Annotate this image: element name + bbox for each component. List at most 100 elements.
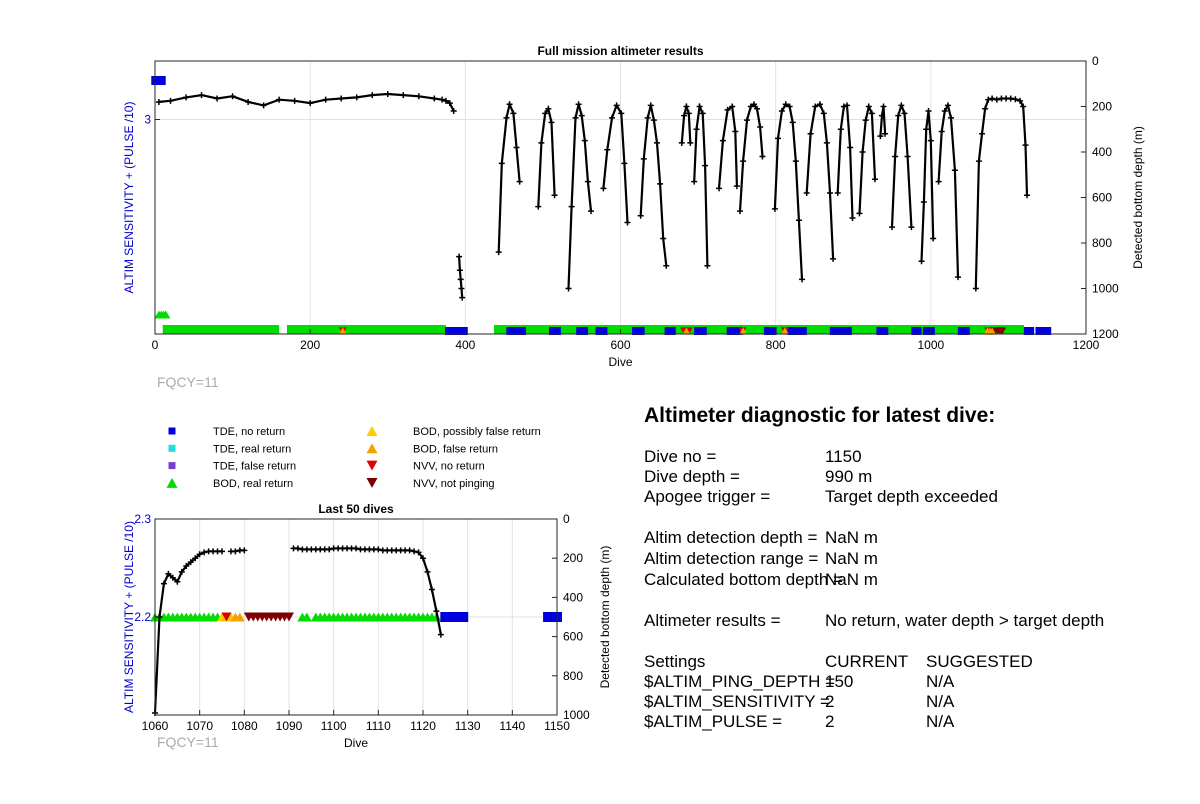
mission-depth-point: [759, 153, 766, 160]
mission-status-point: [698, 327, 707, 335]
mission-depth-point: [979, 130, 986, 137]
last50-x-label: Dive: [344, 736, 368, 750]
mission-depth-point: [792, 158, 799, 165]
mission-depth-point: [608, 114, 615, 121]
mission-depth-point: [862, 117, 869, 124]
detect-depth-value: NaN m: [825, 528, 878, 547]
mission-status-point: [552, 327, 561, 335]
setting-row: $ALTIM_PING_DEPTH = 150 N/A: [644, 672, 1184, 692]
mission-depth-line: [858, 103, 877, 214]
mission-depth-point: [908, 224, 915, 231]
mission-depth-point: [826, 189, 833, 196]
last50-status-point: [301, 612, 312, 622]
last50-x-tick-label: 1060: [142, 719, 169, 733]
last50-x-tick-label: 1120: [410, 719, 436, 733]
mission-depth-point: [578, 112, 585, 119]
mission-depth-point: [516, 178, 523, 185]
mission-status-point: [763, 327, 772, 335]
last50-y2-tick-label: 1000: [563, 708, 590, 722]
mission-depth-point: [834, 189, 841, 196]
last50-depth-point: [232, 548, 239, 555]
last50-depth-point: [415, 549, 422, 556]
last50-depth-point: [165, 570, 172, 577]
mission-depth-point: [799, 276, 806, 283]
mission-status-point: [726, 327, 735, 335]
mission-depth-point: [898, 102, 905, 109]
mission-depth-point: [545, 105, 552, 112]
setting-name: $ALTIM_PULSE =: [644, 712, 783, 731]
last50-depth-point: [241, 547, 248, 554]
mission-depth-point: [685, 110, 692, 117]
mission-status-point: [682, 327, 691, 335]
last50-y-tick-label: 2.3: [134, 512, 151, 526]
last50-x-tick-label: 1150: [544, 719, 570, 733]
setting-row: $ALTIM_SENSITIVITY = 2 N/A: [644, 692, 1184, 712]
mission-depth-point: [581, 137, 588, 144]
mission-depth-point: [877, 133, 884, 140]
last50-x-tick-label: 1100: [321, 719, 347, 733]
mission-depth-point: [183, 94, 190, 101]
mission-status-point: [988, 327, 997, 335]
legend-label: TDE, no return: [213, 426, 285, 438]
last50-depth-point: [353, 545, 359, 552]
mission-depth-point: [644, 114, 651, 121]
detect-range-row: Altim detection range = NaN m: [644, 549, 1184, 569]
mission-depth-point: [795, 217, 802, 224]
mission-panel: 0 200 400 600 800 1000 1200 3 0 200 400 600 800 1000 1…: [122, 44, 1145, 390]
mission-status-point: [580, 327, 589, 335]
mission-depth-point: [565, 285, 572, 292]
mission-depth-point: [865, 103, 872, 110]
mission-depth-point: [291, 97, 298, 104]
mission-depth-point: [889, 224, 896, 231]
mission-depth-point: [604, 146, 611, 153]
mission-depth-point: [1020, 103, 1027, 110]
legend-marker: [168, 462, 176, 470]
mission-status-point: [632, 327, 641, 335]
legend-label: BOD, real return: [213, 478, 293, 490]
mission-depth-point: [600, 185, 607, 192]
mission-x-tick-label: 0: [152, 338, 159, 352]
last50-depth-point: [178, 568, 185, 575]
mission-status-point: [768, 327, 777, 335]
mission-x-tick-label: 400: [455, 338, 475, 352]
mission-depth-point: [724, 106, 731, 113]
mission-depth-point: [513, 144, 520, 151]
mission-depth-point: [498, 160, 505, 167]
results-row: Altimeter results = No return, water dep…: [644, 611, 1184, 631]
mission-depth-point: [719, 137, 726, 144]
last50-x-tick-label: 1130: [455, 719, 481, 733]
mission-depth-point: [778, 108, 785, 115]
mission-depth-point: [880, 103, 887, 110]
last50-depth-point: [326, 546, 333, 553]
last50-y2-tick-label: 0: [563, 512, 570, 526]
diagnostic-panel: Altimeter diagnostic for latest dive: Di…: [644, 404, 1184, 764]
mission-depth-point: [245, 98, 252, 105]
mission-depth-point: [1024, 192, 1031, 199]
legend-label: BOD, possibly false return: [413, 426, 541, 438]
mission-depth-point: [1022, 142, 1029, 149]
setting-current: 150: [825, 672, 854, 691]
results-label: Altimeter results =: [644, 611, 781, 630]
mission-status-point: [998, 327, 1007, 335]
mission-depth-point: [743, 117, 750, 124]
mission-depth-point: [400, 92, 407, 99]
mission-depth-point: [458, 285, 465, 292]
mission-x-tick-label: 1200: [1073, 338, 1100, 352]
mission-y2-tick-label: 1200: [1092, 327, 1119, 341]
last50-depth-point: [183, 563, 190, 570]
mission-depth-point: [650, 117, 657, 124]
mission-depth-point: [771, 205, 778, 212]
mission-depth-point: [923, 126, 930, 133]
mission-depth-point: [439, 96, 446, 103]
last50-y2-tick-label: 600: [563, 630, 583, 644]
setting-suggested: N/A: [926, 672, 955, 691]
mission-depth-point: [618, 110, 625, 117]
legend-marker: [366, 460, 378, 471]
mission-depth-point: [446, 100, 453, 107]
mission-title: Full mission altimeter results: [537, 44, 703, 58]
mission-depth-point: [803, 189, 810, 196]
mission-x-label: Dive: [608, 355, 632, 369]
mission-status-point: [1043, 327, 1052, 335]
last50-panel: 1060 1070 1080 1090 1100 1110 1120 1130 1140 1150…: [122, 502, 612, 750]
mission-depth-point: [927, 137, 934, 144]
